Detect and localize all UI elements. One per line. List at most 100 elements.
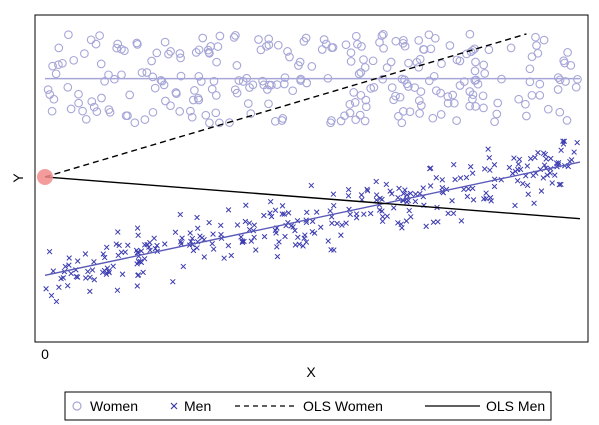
- women-point: [353, 39, 362, 49]
- men-point: [483, 195, 490, 202]
- women-point: [356, 68, 366, 77]
- women-point: [64, 30, 73, 40]
- men-point: [469, 185, 476, 192]
- men-point: [399, 225, 405, 231]
- women-point: [207, 84, 217, 94]
- men-point: [461, 186, 467, 193]
- women-point: [346, 57, 356, 66]
- men-point: [379, 213, 386, 220]
- women-point: [361, 95, 371, 105]
- women-point: [389, 95, 398, 105]
- men-point: [345, 186, 352, 193]
- women-point: [176, 53, 185, 63]
- women-point: [484, 45, 494, 55]
- men-point: [241, 238, 247, 245]
- women-point: [403, 82, 413, 91]
- women-point: [443, 92, 453, 101]
- women-point: [465, 87, 475, 96]
- women-point: [560, 58, 569, 68]
- men-point: [161, 241, 168, 247]
- women-point: [229, 33, 239, 42]
- men-point: [568, 157, 575, 163]
- men-point: [100, 251, 107, 257]
- women-point: [533, 48, 543, 58]
- men-point: [89, 267, 96, 273]
- women-point: [194, 72, 204, 81]
- men-point: [100, 269, 106, 276]
- women-point: [328, 43, 338, 52]
- women-point: [386, 57, 396, 67]
- women-point: [398, 107, 408, 116]
- women-point: [212, 57, 221, 67]
- women-point: [80, 49, 89, 58]
- men-point: [177, 211, 184, 218]
- men-point: [433, 174, 440, 181]
- men-point: [43, 286, 49, 292]
- men-point: [125, 242, 131, 248]
- y-axis-label: Y: [10, 173, 26, 183]
- men-point: [141, 256, 148, 262]
- women-point: [415, 54, 425, 64]
- women-point: [91, 39, 101, 49]
- women-point: [166, 47, 175, 56]
- legend-men-marker: [170, 402, 178, 410]
- men-point: [486, 154, 493, 161]
- women-point: [361, 102, 371, 112]
- men-point: [491, 161, 498, 168]
- women-point: [492, 109, 502, 119]
- women-point: [471, 102, 480, 111]
- women-point: [490, 117, 499, 127]
- men-point: [379, 218, 386, 225]
- women-point: [256, 45, 266, 55]
- men-point: [199, 235, 205, 241]
- men-point: [511, 155, 517, 161]
- women-point: [357, 42, 366, 51]
- men-point: [387, 188, 393, 194]
- men-point: [48, 292, 55, 299]
- women-point: [280, 73, 290, 82]
- men-point: [105, 268, 112, 274]
- men-point: [464, 193, 471, 200]
- men-point: [339, 222, 345, 228]
- men-point: [467, 163, 474, 170]
- women-point: [191, 48, 201, 57]
- men-point: [327, 208, 333, 214]
- women-point: [100, 76, 109, 86]
- women-point: [521, 99, 530, 109]
- men-point: [509, 170, 516, 177]
- men-point: [273, 230, 279, 236]
- men-point: [103, 244, 110, 251]
- men-point: [515, 161, 522, 167]
- women-point: [159, 80, 169, 90]
- ols-men-line: [44, 176, 581, 220]
- women-point: [443, 98, 453, 108]
- women-point: [436, 88, 445, 98]
- men-point: [106, 269, 112, 276]
- women-point: [209, 76, 219, 86]
- women-point: [86, 35, 96, 45]
- men-point: [389, 191, 395, 197]
- men-point: [412, 198, 419, 205]
- women-point: [431, 86, 441, 95]
- women-point: [69, 55, 79, 65]
- women-point: [387, 83, 397, 92]
- women-point: [96, 59, 106, 69]
- women-point: [478, 91, 488, 101]
- women-point: [394, 111, 403, 121]
- men-point: [463, 174, 470, 181]
- women-point: [345, 108, 355, 118]
- women-point: [455, 81, 465, 90]
- men-point: [481, 166, 488, 172]
- women-point: [397, 118, 407, 128]
- men-point: [450, 161, 457, 168]
- women-point: [345, 99, 355, 109]
- men-point: [140, 269, 146, 276]
- men-point: [119, 271, 126, 277]
- women-point: [471, 75, 481, 85]
- men-point: [243, 202, 249, 209]
- men-point: [544, 172, 551, 178]
- women-point: [321, 39, 331, 49]
- men-point: [329, 220, 335, 226]
- women-point: [553, 73, 563, 82]
- men-point: [91, 276, 98, 283]
